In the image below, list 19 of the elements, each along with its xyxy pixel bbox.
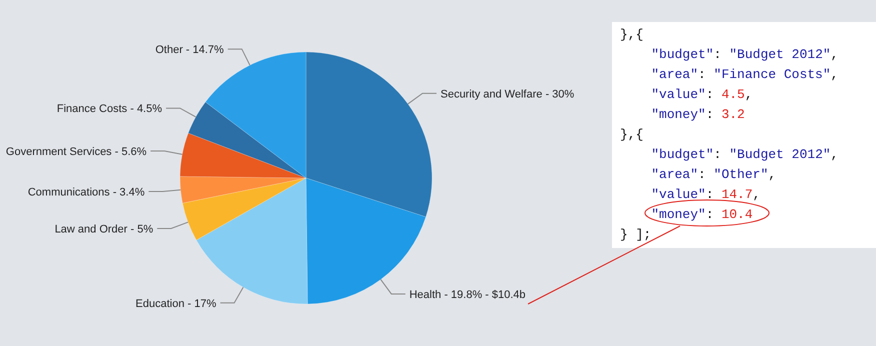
text: },{	[620, 27, 644, 42]
text: "value": 14.7,	[651, 187, 760, 202]
slice-label: Law and Order - 5%	[54, 223, 154, 236]
slice-label: Security and Welfare - 30%	[440, 88, 574, 100]
text: "area": "Other",	[651, 167, 776, 182]
text: "money": 10.4	[651, 207, 753, 222]
slice-label: Communications - 3.4%	[28, 186, 145, 199]
text: "money": 3.2	[651, 107, 745, 122]
text: "area": "Finance Costs",	[651, 67, 838, 82]
text: } ];	[620, 227, 652, 242]
slice-label: Government Services - 5.6%	[6, 146, 147, 158]
text: "budget": "Budget 2012",	[651, 47, 838, 62]
slice-label: Other - 14.7%	[155, 44, 224, 56]
slice-label: Health - 19.8% - $10.4b	[409, 288, 526, 301]
slice-label: Finance Costs - 4.5%	[56, 103, 162, 116]
slice-label: Education - 17%	[136, 298, 216, 310]
text: "value": 4.5,	[651, 87, 753, 102]
text: "budget": "Budget 2012",	[651, 147, 838, 162]
text: },{	[620, 127, 644, 142]
